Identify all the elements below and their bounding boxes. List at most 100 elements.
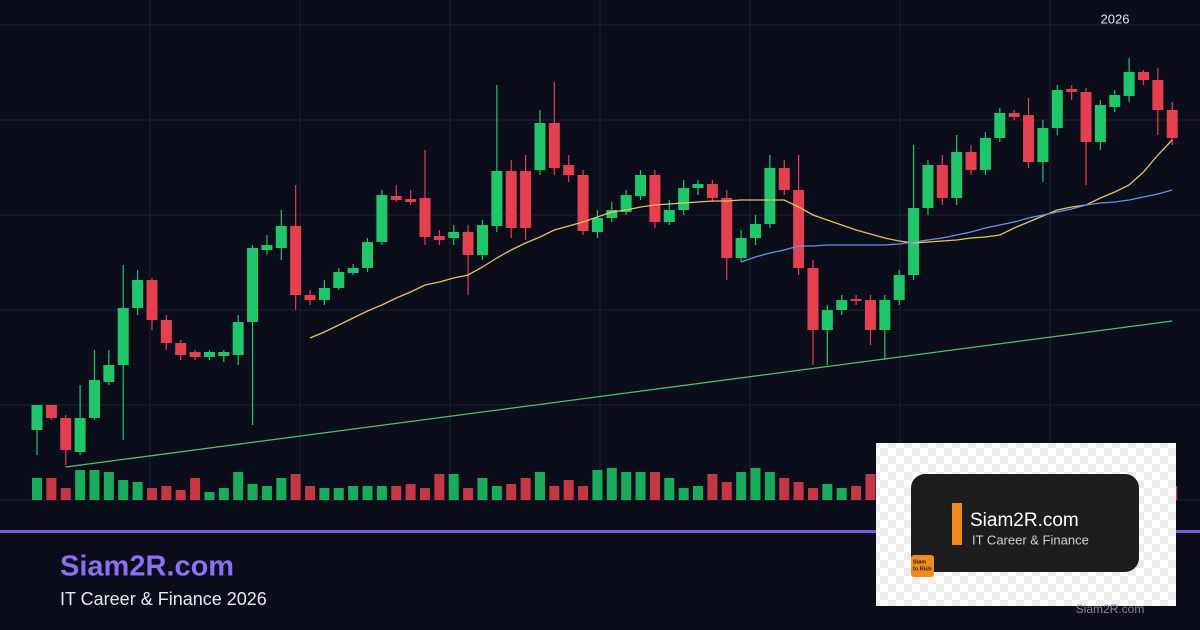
candle-body xyxy=(1152,80,1164,110)
volume-bar xyxy=(534,472,545,500)
volume-bar xyxy=(606,468,617,500)
volume-bar xyxy=(276,478,287,500)
volume-bar xyxy=(721,482,732,500)
candle-body xyxy=(1051,90,1063,128)
candle-body xyxy=(247,248,259,322)
volume-bar xyxy=(477,478,488,500)
volume-bar xyxy=(621,472,632,500)
candle-body xyxy=(793,190,805,268)
candle-body xyxy=(706,184,718,198)
candle-body xyxy=(1023,115,1035,162)
volume-bar xyxy=(836,488,847,500)
volume-bar xyxy=(779,478,790,500)
volume-bar xyxy=(592,470,603,500)
volume-bar xyxy=(491,486,502,500)
candle-body xyxy=(31,405,43,430)
logo-card: Siam2R.com IT Career & Finance Siam to R… xyxy=(876,443,1176,606)
badge-line: Siam xyxy=(913,559,926,565)
volume-bar xyxy=(736,472,747,500)
candle-body xyxy=(951,152,963,198)
volume-bar xyxy=(118,480,129,500)
candle-body xyxy=(836,300,848,310)
volume-bar xyxy=(549,486,560,500)
candle-body xyxy=(448,232,460,238)
candle-body xyxy=(721,198,733,258)
candle-body xyxy=(764,168,776,224)
candle-body xyxy=(261,245,273,250)
volume-bar xyxy=(807,488,818,500)
line-series xyxy=(65,320,1173,468)
candle-body xyxy=(850,299,862,301)
candle-body xyxy=(203,352,215,357)
volume-bar xyxy=(46,478,57,500)
volume-bar xyxy=(448,474,459,500)
volume-bar xyxy=(563,480,574,500)
badge-line: to Rich xyxy=(913,566,932,572)
divider xyxy=(0,530,1200,533)
candle-body xyxy=(1080,92,1092,142)
candle-body xyxy=(362,242,374,268)
volume-bar xyxy=(319,488,330,500)
candle-body xyxy=(1166,110,1178,138)
volume-bar xyxy=(391,486,402,500)
logo-title: Siam2R.com xyxy=(970,510,1079,531)
candle-body xyxy=(635,175,647,196)
candle-body xyxy=(333,272,345,288)
volume-bar xyxy=(32,478,42,500)
candle-body xyxy=(476,225,488,255)
candle-body xyxy=(563,165,575,175)
candle-body xyxy=(663,210,675,222)
volume-bar xyxy=(520,478,531,500)
candle-body xyxy=(347,268,359,273)
candle-body xyxy=(218,352,230,356)
candle-body xyxy=(189,352,201,357)
candle-body xyxy=(462,232,474,255)
candle-body xyxy=(505,171,517,228)
candle-body xyxy=(88,380,100,418)
candle-body xyxy=(1109,95,1121,107)
candle-body xyxy=(390,196,402,200)
candle-body xyxy=(979,138,991,170)
volume-bar xyxy=(175,490,186,500)
volume-bar xyxy=(793,482,804,500)
volume-bar xyxy=(333,488,344,500)
volume-bar xyxy=(190,478,201,500)
line-series xyxy=(309,139,1173,339)
candle-body xyxy=(678,188,690,210)
volume-bar xyxy=(60,488,71,500)
volume-bar xyxy=(204,492,215,500)
volume-bar xyxy=(693,486,704,500)
volume-bar xyxy=(851,486,862,500)
candle-body xyxy=(965,152,977,170)
volume-bar xyxy=(649,472,660,500)
candle-body xyxy=(649,175,661,222)
brand-subtitle: IT Career & Finance 2026 xyxy=(60,589,267,609)
candle-body xyxy=(620,195,632,212)
candle-body xyxy=(405,199,417,202)
candle-body xyxy=(433,236,445,240)
candle-body xyxy=(548,123,560,168)
candle-body xyxy=(376,195,388,242)
candle-body xyxy=(577,175,589,231)
candle-body xyxy=(160,320,172,343)
volume-bar xyxy=(664,478,675,500)
volume-bar xyxy=(865,474,876,500)
candle-body xyxy=(491,171,503,226)
volume-bar xyxy=(290,474,301,500)
candle-body xyxy=(45,405,57,418)
volume-bar xyxy=(89,470,100,500)
volume-bar xyxy=(161,486,172,500)
candle-body xyxy=(520,171,532,228)
volume-bar xyxy=(376,486,387,500)
candle-body xyxy=(103,365,115,382)
candle-body xyxy=(275,226,287,248)
candle-body xyxy=(74,418,86,452)
logo-subtitle: IT Career & Finance xyxy=(972,532,1089,547)
volume-bar xyxy=(146,488,157,500)
volume-bar xyxy=(218,488,229,500)
volume-bar xyxy=(506,484,517,500)
candle-body xyxy=(290,226,302,295)
volume-bar xyxy=(822,484,833,500)
volume-bar xyxy=(362,486,373,500)
